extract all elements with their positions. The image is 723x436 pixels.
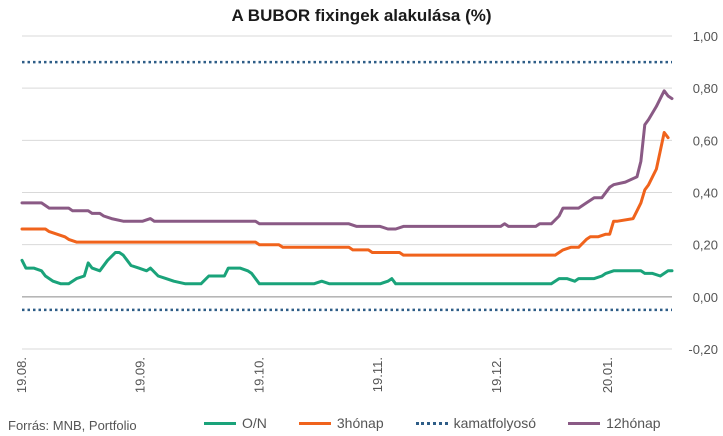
- y-tick-label: 1,00: [693, 29, 718, 44]
- series-group: [20, 60, 674, 312]
- x-tick-label: 19.09.: [133, 357, 148, 393]
- legend-label: O/N: [242, 415, 267, 431]
- x-tick-label: 19.12.: [489, 357, 504, 393]
- chart-title: A BUBOR fixingek alakulása (%): [231, 6, 492, 25]
- legend-item: kamatfolyosó: [415, 415, 537, 431]
- legend-swatch: [415, 421, 448, 425]
- y-tick-label: 0,20: [693, 238, 718, 253]
- legend: O/N 3hónap kamatfolyosó 12hónap: [204, 414, 693, 432]
- series-line-on: [20, 251, 674, 286]
- legend-swatch: [568, 421, 601, 425]
- y-axis-ticks: 1,00 0,80 0,60 0,40 0,20 0,00 -0,20: [688, 29, 718, 357]
- legend-item: 12hónap: [568, 415, 661, 431]
- x-tick-label: 19.10.: [251, 357, 266, 393]
- grid: [22, 35, 672, 350]
- series-line-m12: [20, 89, 674, 231]
- legend-item: O/N: [204, 415, 267, 431]
- series-line-m3: [20, 131, 670, 257]
- y-tick-label: 0,60: [693, 133, 718, 148]
- y-tick-label: 0,40: [693, 186, 718, 201]
- legend-label: 3hónap: [336, 415, 384, 431]
- y-tick-label: 0,80: [693, 81, 718, 96]
- y-tick-label: -0,20: [688, 342, 718, 357]
- legend-label: 12hónap: [606, 415, 661, 431]
- source-note: Forrás: MNB, Portfolio: [8, 418, 137, 433]
- x-tick-label: 20.01.: [600, 357, 615, 393]
- legend-swatch: [298, 421, 331, 425]
- x-tick-label: 19.08.: [14, 357, 29, 393]
- y-tick-label: 0,00: [693, 290, 718, 305]
- legend-item: 3hónap: [298, 415, 384, 431]
- legend-swatch: [204, 421, 236, 425]
- x-axis-ticks: 19.08. 19.09. 19.10. 19.11. 19.12. 20.01.: [14, 357, 615, 393]
- legend-label: kamatfolyosó: [453, 415, 537, 431]
- x-tick-label: 19.11.: [370, 357, 385, 392]
